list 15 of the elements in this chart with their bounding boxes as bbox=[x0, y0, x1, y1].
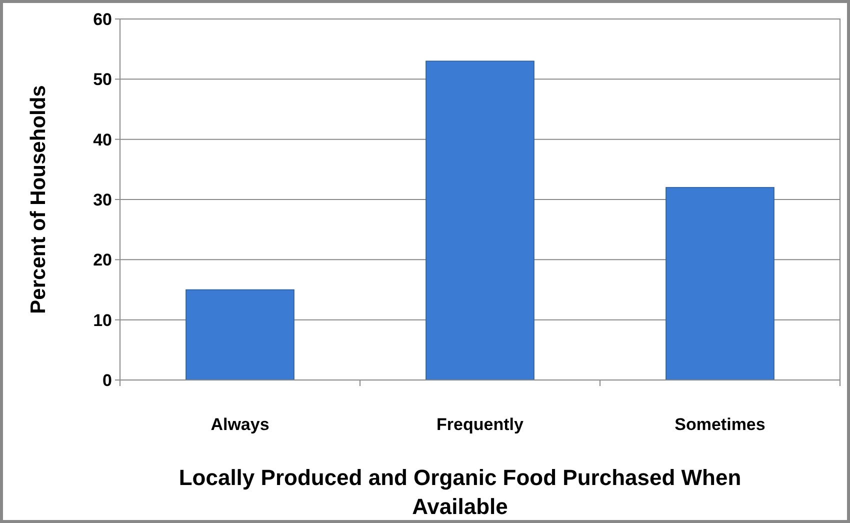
x-tick-label: Frequently bbox=[436, 415, 524, 434]
x-axis-title: Locally Produced and Organic Food Purchased When Available bbox=[178, 465, 742, 519]
y-tick-label: 60 bbox=[93, 10, 112, 29]
y-axis-title: Percent of Households bbox=[27, 85, 50, 314]
x-tick-label: Sometimes bbox=[674, 415, 766, 434]
y-tick-label: 0 bbox=[102, 370, 112, 390]
y-tick-label: 20 bbox=[93, 250, 112, 270]
y-tick-label: 50 bbox=[93, 70, 112, 90]
y-tick-label: 40 bbox=[93, 130, 112, 150]
x-tick-label: Always bbox=[210, 415, 270, 434]
y-tick-label: 30 bbox=[93, 190, 112, 210]
bar bbox=[426, 60, 534, 380]
bar bbox=[666, 187, 774, 380]
y-tick-label: 10 bbox=[93, 310, 112, 330]
bar bbox=[186, 289, 294, 380]
